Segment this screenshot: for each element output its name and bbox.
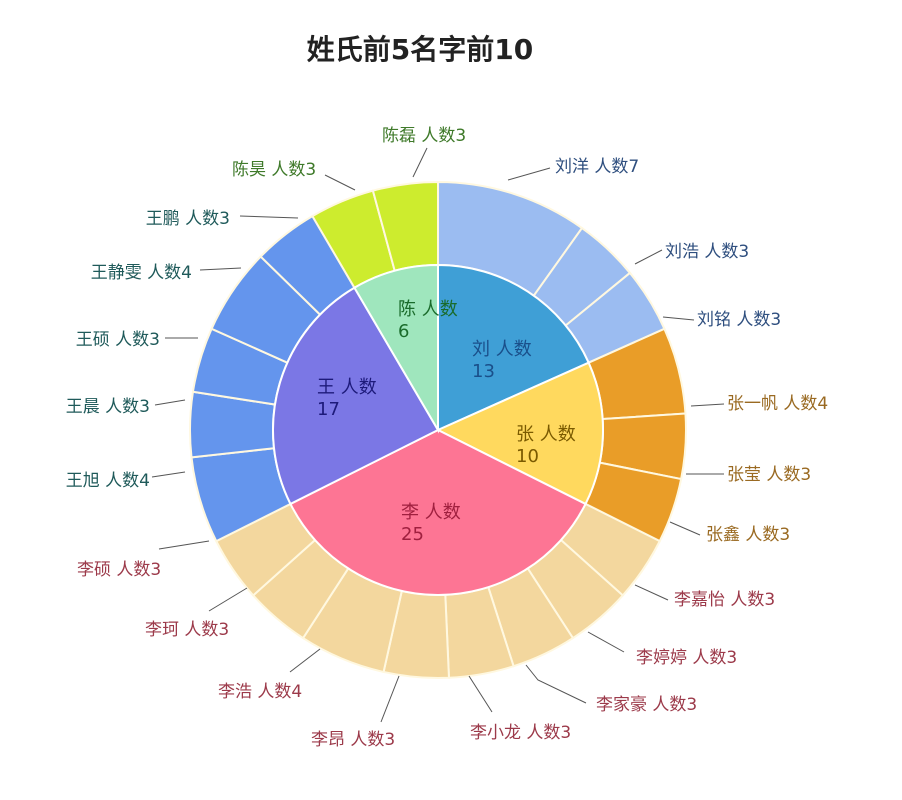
- leader-line: [507, 167, 551, 181]
- leader-line: [669, 521, 701, 536]
- outer-label: 张一帆 人数4: [727, 394, 828, 414]
- inner-slice-0[interactable]: [437, 263, 590, 432]
- leader-line: [380, 675, 400, 723]
- inner-label: 李 人数 25: [401, 502, 461, 545]
- leader-line: [690, 403, 725, 407]
- leader-line: [468, 675, 493, 713]
- leader-line: [199, 267, 242, 271]
- leader-line: [324, 174, 356, 191]
- inner-labels: 刘 人数 13 张 人数 10 李 人数 25 王 人数 17 陈 人数 6: [317, 299, 576, 545]
- outer-label: 王晨 人数3: [66, 397, 150, 417]
- outer-label: 张鑫 人数3: [706, 525, 790, 545]
- leader-line: [289, 648, 321, 673]
- outer-label: 王硕 人数3: [76, 330, 160, 350]
- outer-label: 陈昊 人数3: [232, 160, 316, 180]
- inner-label: 王 人数 17: [317, 377, 377, 420]
- leader-line: [239, 215, 299, 219]
- leader-line: [412, 147, 428, 178]
- outer-label: 李婷婷 人数3: [636, 648, 737, 668]
- inner-label: 张 人数 10: [516, 424, 576, 467]
- inner-slice-1[interactable]: [435, 361, 604, 506]
- leader-line: [151, 471, 186, 478]
- outer-label: 李浩 人数4: [218, 682, 302, 702]
- outer-label: 李小龙 人数3: [470, 723, 571, 743]
- outer-label: 刘浩 人数3: [665, 242, 749, 262]
- outer-labels: 刘洋 人数7 刘浩 人数3 刘铭 人数3 张一帆 人数4 张莹 人数3 张鑫 人数3 李嘉怡…: [66, 126, 828, 750]
- inner-label: 刘 人数 13: [472, 339, 532, 382]
- outer-label: 李嘉怡 人数3: [674, 590, 775, 610]
- leader-line: [208, 587, 248, 612]
- leader-lines: [151, 147, 725, 723]
- outer-label: 刘铭 人数3: [697, 310, 781, 330]
- leader-line: [525, 664, 587, 704]
- inner-slice-2[interactable]: [289, 428, 587, 596]
- leader-line: [662, 316, 695, 321]
- outer-label: 王旭 人数4: [66, 471, 150, 491]
- leader-line: [634, 584, 669, 601]
- inner-slice-3[interactable]: [272, 286, 440, 506]
- outer-label: 张莹 人数3: [727, 465, 811, 485]
- leader-line: [158, 540, 210, 550]
- outer-label: 陈磊 人数3: [382, 126, 466, 146]
- chart-title: 姓氏前5名字前10: [306, 33, 534, 66]
- inner-label: 陈 人数 6: [398, 299, 458, 342]
- leader-line: [634, 249, 663, 265]
- outer-label: 王鹏 人数3: [146, 209, 230, 229]
- outer-label: 王静雯 人数4: [91, 263, 192, 283]
- outer-label: 李昂 人数3: [311, 730, 395, 750]
- leader-line: [154, 399, 186, 406]
- inner-slice-4[interactable]: [353, 263, 439, 434]
- outer-label: 李硕 人数3: [77, 560, 161, 580]
- outer-label: 李珂 人数3: [145, 620, 229, 640]
- outer-label: 刘洋 人数7: [555, 157, 639, 177]
- outer-label: 李家豪 人数3: [596, 694, 697, 715]
- inner-ring: [272, 263, 604, 596]
- outer-ring: [189, 180, 687, 679]
- leader-line: [587, 631, 625, 653]
